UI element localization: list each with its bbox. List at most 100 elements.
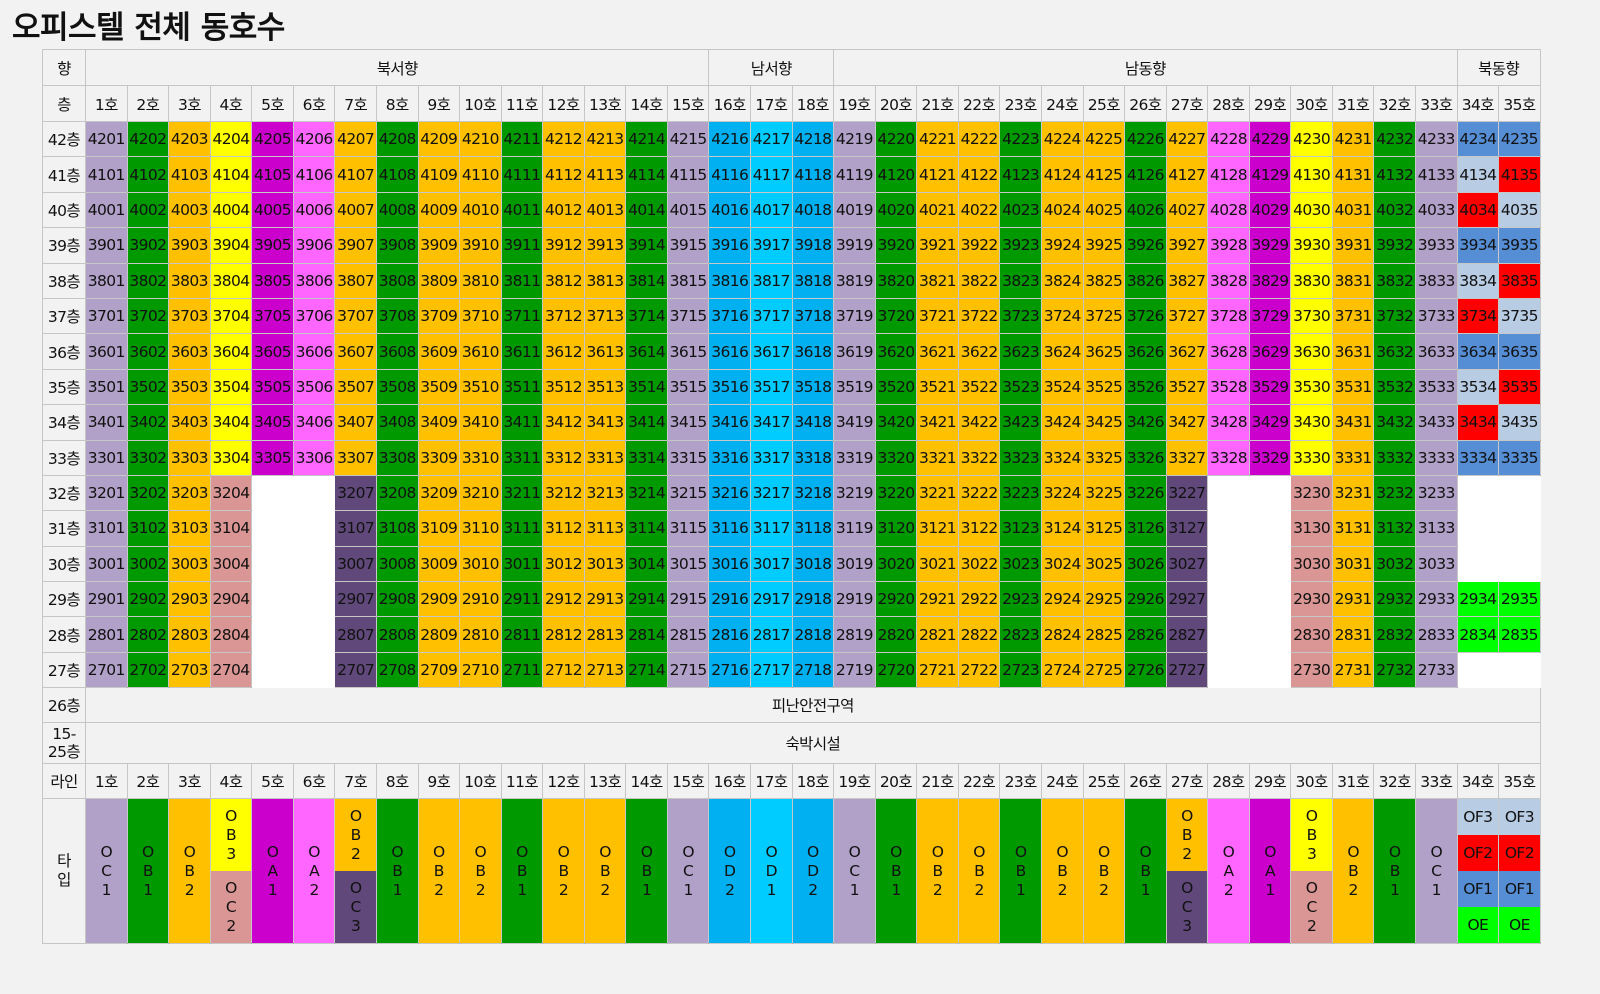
unit-cell: 3903 [168,227,211,264]
unit-cell: 4208 [375,120,419,158]
floor-row: 29층 2901 2902 2903 2904 2907 2908 2909 2910 2911 2… [42,581,1541,618]
unit-cell: 3122 [957,510,1001,547]
unit-cell: 3828 [1207,262,1250,299]
unit-cell: 3705 [251,297,294,335]
unit-cell: 3407 [334,404,377,441]
unit-cell: 3802 [126,262,170,299]
unit-cell: 3725 [1082,297,1126,335]
unit-cell: 4020 [874,191,918,229]
unit-cell: 2731 [1331,651,1375,689]
unit-cell: 3921 [916,227,959,264]
unit-cell: 3816 [708,262,751,299]
unit-cell: 4031 [1331,191,1375,229]
line-unit-header: 9호 [417,763,461,800]
unit-cell: 2926 [1124,581,1167,618]
empty-cell [292,510,336,547]
unit-cell: 3428 [1207,404,1250,441]
unit-cell: 3516 [708,368,751,406]
unit-cell: 2730 [1290,651,1333,689]
line-unit-header: 34호 [1456,763,1500,800]
unit-cell: 3009 [417,545,461,583]
type-cell: OF3 OF2 OF1 OE [1498,798,1541,945]
unit-cell: 4005 [251,191,294,229]
unit-cell: 3503 [168,368,211,406]
empty-cell [251,545,294,583]
unit-cell: 3908 [375,227,419,264]
unit-cell: 3101 [85,510,128,547]
unit-cell: 3608 [375,333,419,370]
unit-cell: 2912 [542,581,585,618]
line-unit-header: 32호 [1373,763,1416,800]
unit-header: 29호 [1248,85,1292,122]
unit-header: 24호 [1040,85,1084,122]
unit-cell: 4021 [916,191,959,229]
floor-row: 32층 3201 3202 3203 3204 3207 3208 3209 3210 3211 3… [42,474,1541,512]
unit-cell: 3210 [459,474,502,512]
unit-cell: 3011 [500,545,544,583]
refuge-floor-label: 26층 [42,687,86,724]
line-unit-header: 18호 [791,763,835,800]
floor-row: 39층 3901 3902 3903 3904 3905 3906 3907 3908 3909 3… [42,227,1541,264]
empty-cell [292,651,336,689]
unit-cell: 4104 [209,156,253,193]
unit-header: 31호 [1331,85,1375,122]
unit-cell: 4204 [209,120,253,158]
unit-cell: 3318 [791,439,835,476]
empty-cell [1207,581,1250,618]
unit-cell: 4110 [459,156,502,193]
unit-cell: 2902 [126,581,170,618]
unit-cell: 2910 [459,581,502,618]
unit-cell: 3216 [708,474,751,512]
unit-cell: 3311 [500,439,544,476]
unit-cell: 3916 [708,227,751,264]
unit-cell: 2903 [168,581,211,618]
unit-cell: 3509 [417,368,461,406]
unit-cell: 2832 [1373,616,1416,653]
unit-cell: 3535 [1498,368,1541,406]
type-subcell: OF1 [1499,871,1540,908]
unit-cell: 2733 [1415,651,1458,689]
line-unit-header: 12호 [542,763,585,800]
unit-cell: 3412 [542,404,585,441]
empty-cell [251,651,294,689]
unit-cell: 3913 [583,227,627,264]
floor-row: 33층 3301 3302 3303 3304 3305 3306 3307 3308 3309 3… [42,439,1541,476]
unit-cell: 3013 [583,545,627,583]
unit-cell: 4014 [625,191,668,229]
unit-cell: 3024 [1040,545,1084,583]
unit-cell: 4120 [874,156,918,193]
unit-cell: 4113 [583,156,627,193]
empty-cell [1248,651,1292,689]
unit-cell: 3233 [1415,474,1458,512]
line-unit-header: 3호 [168,763,211,800]
unit-cell: 4030 [1290,191,1333,229]
unit-cell: 3601 [85,333,128,370]
unit-cell: 3823 [999,262,1042,299]
unit-cell: 3003 [168,545,211,583]
unit-cell: 3232 [1373,474,1416,512]
unit-cell: 3133 [1415,510,1458,547]
unit-cell: 3712 [542,297,585,335]
unit-cell: 4118 [791,156,835,193]
unit-cell: 3402 [126,404,170,441]
unit-cell: 3607 [334,333,377,370]
unit-cell: 3127 [1165,510,1209,547]
unit-cell: 4128 [1207,156,1250,193]
unit-cell: 4010 [459,191,502,229]
unit-cell: 3224 [1040,474,1084,512]
unit-cell: 3401 [85,404,128,441]
unit-header: 28호 [1207,85,1250,122]
line-unit-header: 19호 [833,763,876,800]
unit-cell: 3710 [459,297,502,335]
unit-cell: 3307 [334,439,377,476]
line-unit-header: 23호 [999,763,1042,800]
unit-cell: 3819 [833,262,876,299]
unit-cell: 3911 [500,227,544,264]
